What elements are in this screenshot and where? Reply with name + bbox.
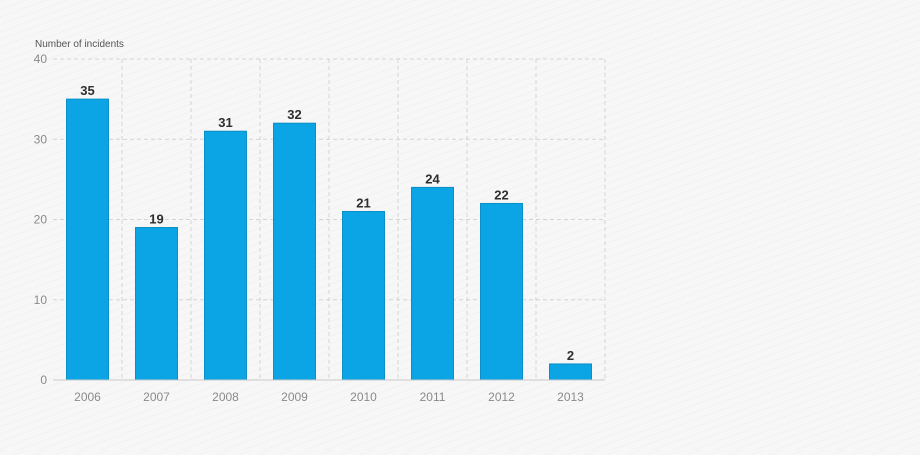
x-tick-label: 2007 xyxy=(143,390,170,404)
value-label: 22 xyxy=(494,187,508,202)
x-tick-label: 2009 xyxy=(281,390,308,404)
bar-2008 xyxy=(204,130,247,381)
value-label: 35 xyxy=(80,83,94,98)
bar-2011 xyxy=(411,186,454,381)
grid-lines xyxy=(53,58,606,380)
value-label: 24 xyxy=(425,171,440,186)
value-label: 32 xyxy=(287,107,301,122)
value-label: 19 xyxy=(149,212,163,227)
value-label: 31 xyxy=(218,115,232,130)
y-axis-title: Number of incidents xyxy=(35,39,124,50)
y-tick-label: 0 xyxy=(40,373,47,387)
x-tick-label: 2013 xyxy=(557,390,584,404)
y-tick-label: 30 xyxy=(34,132,48,146)
y-tick-label: 40 xyxy=(34,52,48,66)
bar-2012 xyxy=(480,202,523,381)
x-tick-label: 2010 xyxy=(350,390,377,404)
x-tick-label: 2012 xyxy=(488,390,515,404)
value-label: 2 xyxy=(567,348,574,363)
bar-2007 xyxy=(135,227,178,381)
x-tick-label: 2011 xyxy=(420,390,446,404)
y-tick-label: 10 xyxy=(34,293,48,307)
bar-2006 xyxy=(66,98,109,381)
x-tick-label: 2008 xyxy=(212,390,239,404)
y-tick-label: 20 xyxy=(34,213,48,227)
axes: 0 10 20 30 40 2006 2007 2008 2009 2010 2011 2012 201… xyxy=(34,52,605,404)
bar-2009 xyxy=(273,122,316,381)
bars xyxy=(66,98,592,381)
value-label: 21 xyxy=(356,195,370,210)
bar-2013 xyxy=(549,363,592,381)
x-tick-label: 2006 xyxy=(74,390,101,404)
bar-2010 xyxy=(342,210,385,381)
